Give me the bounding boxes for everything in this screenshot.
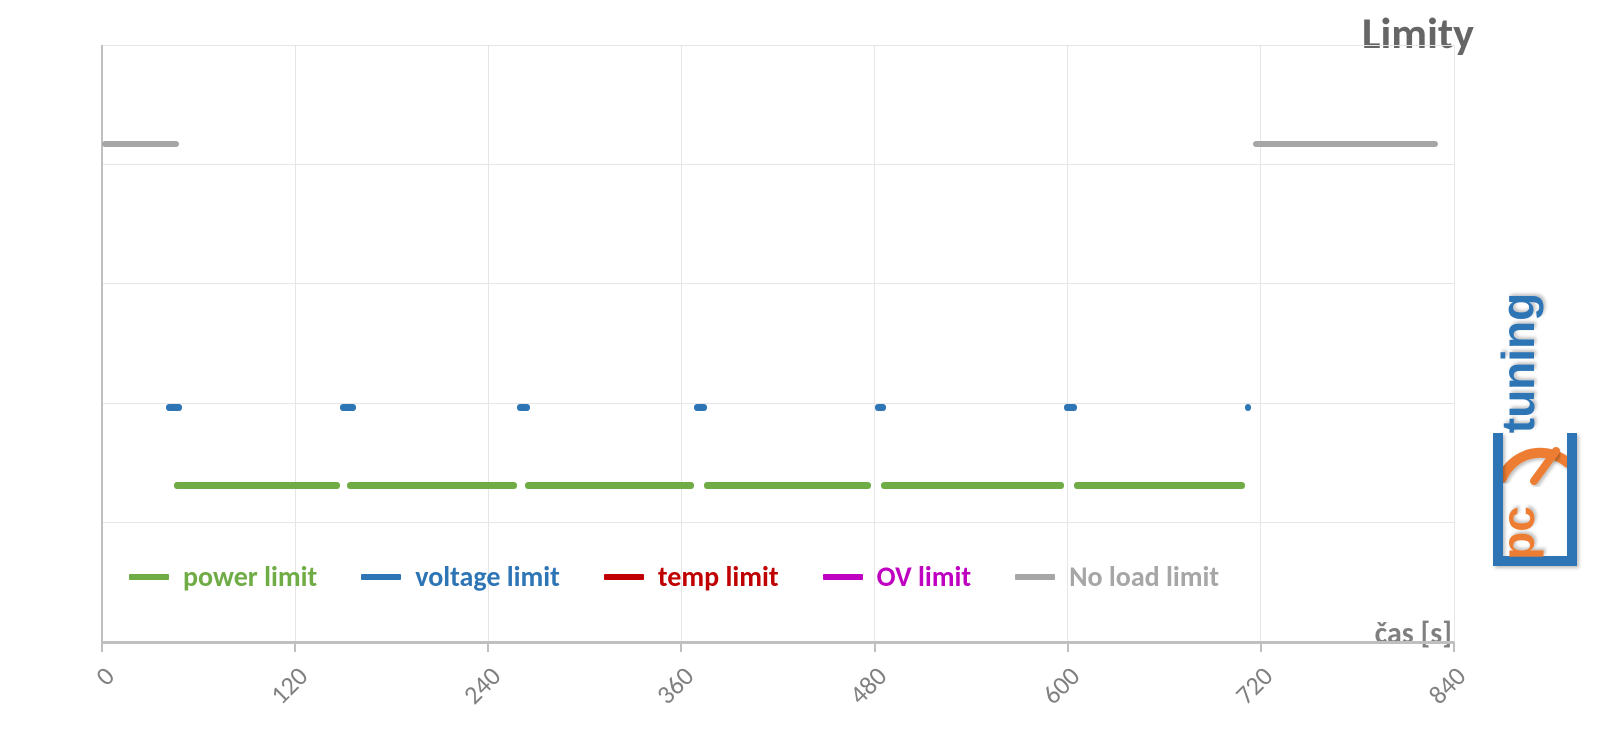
gridline-vertical [1067, 45, 1068, 642]
gridline-vertical [295, 45, 296, 642]
y-axis-line [101, 45, 103, 642]
legend-swatch [129, 574, 169, 580]
gridline-vertical [681, 45, 682, 642]
series-segment [340, 404, 356, 411]
gridline-vertical [1454, 45, 1455, 642]
gridline-horizontal [102, 45, 1454, 46]
gridline-vertical [874, 45, 875, 642]
gridline-horizontal [102, 403, 1454, 404]
x-tick-label: 240 [456, 660, 507, 711]
x-tick-label: 840 [1422, 660, 1473, 711]
series-segment [1064, 404, 1077, 411]
watermark-tuning-text: tuning [1492, 292, 1544, 433]
series-segment [174, 482, 340, 489]
series-segment [166, 404, 182, 411]
legend-swatch [361, 574, 401, 580]
legend-swatch [823, 574, 863, 580]
series-segment [102, 141, 179, 147]
plot-area: 0120240360480600720840power limitvoltage… [102, 45, 1454, 642]
watermark-frame-icon [1498, 433, 1572, 561]
series-segment [704, 482, 871, 489]
legend-label: OV limit [877, 559, 971, 594]
watermark-arc-icon [1502, 452, 1568, 477]
series-segment [517, 404, 530, 411]
gridline-horizontal [102, 283, 1454, 284]
legend-item: voltage limit [361, 559, 560, 594]
chart-legend: power limit voltage limit temp limit OV lim… [129, 559, 1263, 594]
gridline-vertical [488, 45, 489, 642]
legend-swatch [604, 574, 644, 580]
watermark-hand-icon [1534, 451, 1556, 481]
gridline-vertical [1260, 45, 1261, 642]
legend-label: No load limit [1069, 559, 1219, 594]
series-segment [875, 404, 886, 411]
gridline-horizontal [102, 164, 1454, 165]
legend-item: OV limit [823, 559, 971, 594]
x-tick-label: 360 [649, 660, 700, 711]
series-segment [881, 482, 1064, 489]
series-segment [1074, 482, 1245, 489]
legend-item: temp limit [604, 559, 779, 594]
x-tick-label: 480 [843, 660, 894, 711]
legend-label: temp limit [658, 559, 779, 594]
series-segment [1253, 141, 1438, 147]
series-segment [525, 482, 694, 489]
series-segment [1245, 404, 1251, 411]
legend-item: No load limit [1015, 559, 1219, 594]
series-segment [347, 482, 518, 489]
pctuning-watermark: tuning pc [1472, 163, 1592, 583]
x-tick-label: 120 [263, 660, 314, 711]
x-tick-label: 720 [1229, 660, 1280, 711]
x-tick-label: 600 [1036, 660, 1087, 711]
watermark-pc-text: pc [1492, 506, 1544, 560]
x-tick-label: 0 [89, 660, 121, 692]
x-axis-line [102, 641, 1454, 644]
legend-item: power limit [129, 559, 317, 594]
legend-label: power limit [183, 559, 317, 594]
series-segment [694, 404, 707, 411]
legend-label: voltage limit [415, 559, 560, 594]
legend-swatch [1015, 574, 1055, 580]
gridline-horizontal [102, 522, 1454, 523]
